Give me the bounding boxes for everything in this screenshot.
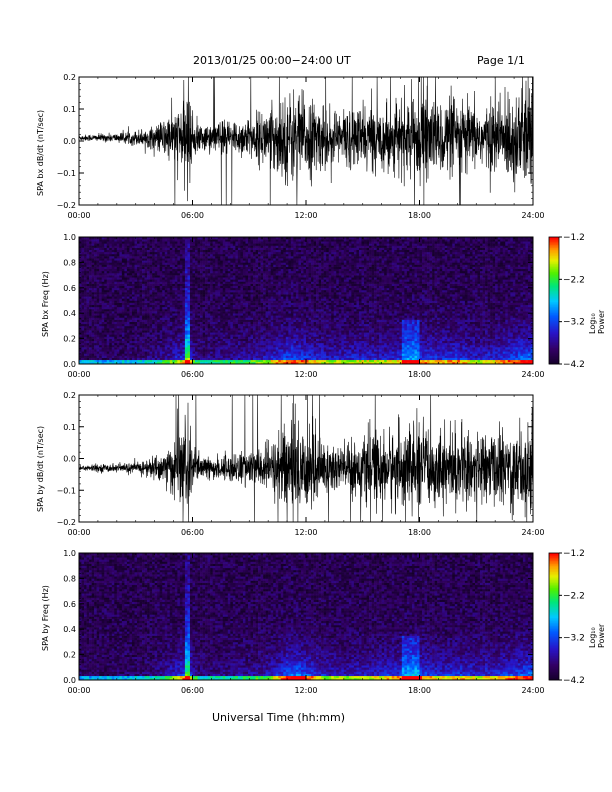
panel1-colorbar — [549, 237, 559, 364]
panel1-ytick-label: 0.8 — [63, 258, 76, 267]
panel1-ytick-label: 0.4 — [63, 309, 76, 318]
panel2-ytick-label: −0.1 — [57, 486, 76, 495]
panel0-ytick-label: −0.1 — [57, 169, 76, 178]
panel0-xtick-label: 12:00 — [294, 211, 317, 220]
panel1-xtick-label: 18:00 — [408, 370, 431, 379]
panel2-xtick-label: 06:00 — [181, 528, 204, 537]
panel1-xtick-label: 00:00 — [67, 370, 90, 379]
panel1-xtick-label: 12:00 — [294, 370, 317, 379]
panel0-ytick-label: 0.1 — [63, 105, 76, 114]
panel3-ytick-label: 0.6 — [63, 600, 76, 609]
panel3-xtick-label: 00:00 — [67, 686, 90, 695]
panel3-colorbar — [549, 553, 559, 680]
panel1-ytick-label: 0.0 — [63, 360, 76, 369]
panel2-xtick-label: 00:00 — [67, 528, 90, 537]
panel0-xtick-label: 24:00 — [521, 211, 544, 220]
panel3-xtick-label: 18:00 — [408, 686, 431, 695]
panel1-xtick-label: 06:00 — [181, 370, 204, 379]
panel1-ytick-label: 1.0 — [63, 233, 76, 242]
panel2-ytick-label: 0.0 — [63, 455, 76, 464]
panel3-xtick-label: 12:00 — [294, 686, 317, 695]
panel0-ytick-label: 0.2 — [63, 73, 76, 82]
panel1-colorbar-tick-label: −3.2 — [563, 318, 585, 328]
panel1-spectrogram — [79, 237, 533, 364]
panel0-trace — [79, 77, 533, 205]
panel3-colorbar-tick-label: −3.2 — [563, 634, 585, 644]
panel3-xtick-label: 06:00 — [181, 686, 204, 695]
panel3-xtick-label: 24:00 — [521, 686, 544, 695]
panel0-ytick-label: 0.0 — [63, 137, 76, 146]
panel2-trace — [79, 395, 533, 522]
panel2-ytick-label: 0.1 — [63, 423, 76, 432]
panel2-xtick-label: 24:00 — [521, 528, 544, 537]
panel0-trace-group — [79, 77, 533, 205]
panel3-colorbar-tick-label: −2.2 — [563, 591, 585, 601]
panel0-xtick-label: 06:00 — [181, 211, 204, 220]
panel1-colorbar-tick-label: −4.2 — [563, 360, 585, 370]
panel3-ytick-label: 1.0 — [63, 549, 76, 558]
panel3-ytick-label: 0.4 — [63, 625, 76, 634]
panel2-ytick-label: 0.2 — [63, 391, 76, 400]
panel3-colorbar-tick-label: −1.2 — [563, 549, 585, 559]
panel1-xtick-label: 24:00 — [521, 370, 544, 379]
panel3-ytick-label: 0.8 — [63, 574, 76, 583]
panel3-colorbar-tick-label: −4.2 — [563, 676, 585, 686]
panel3-spectrogram — [79, 553, 533, 680]
panel0-xtick-label: 18:00 — [408, 211, 431, 220]
panel2-trace-group — [79, 395, 533, 522]
panel0-ytick-label: −0.2 — [57, 201, 76, 210]
panel1-colorbar-tick-label: −1.2 — [563, 233, 585, 243]
panel2-xtick-label: 12:00 — [294, 528, 317, 537]
panel1-ytick-label: 0.2 — [63, 335, 76, 344]
panel3-ytick-label: 0.0 — [63, 676, 76, 685]
panel0-xtick-label: 00:00 — [67, 211, 90, 220]
panel1-ytick-label: 0.6 — [63, 284, 76, 293]
panel2-ytick-label: −0.2 — [57, 518, 76, 527]
panel3-ytick-label: 0.2 — [63, 651, 76, 660]
panel1-colorbar-tick-label: −2.2 — [563, 275, 585, 285]
panel2-xtick-label: 18:00 — [408, 528, 431, 537]
